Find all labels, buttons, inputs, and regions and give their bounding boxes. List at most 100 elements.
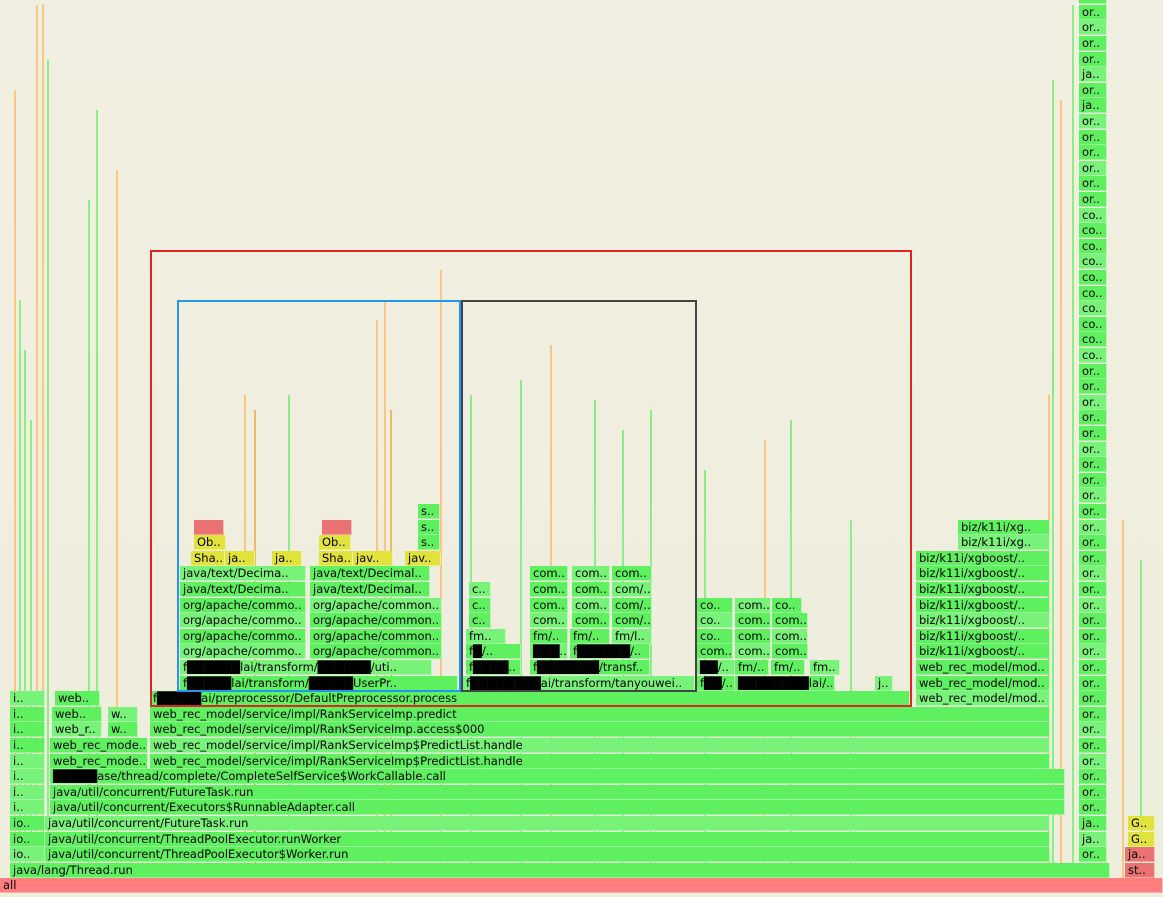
stack-frame[interactable]: or.. bbox=[1079, 754, 1107, 769]
stack-frame[interactable]: or.. bbox=[1079, 5, 1107, 20]
stack-frame[interactable]: f██/.. bbox=[697, 676, 735, 691]
stack-frame[interactable]: biz/k11i/xgboost/.. bbox=[916, 566, 1050, 581]
stack-frame[interactable]: Sha.. bbox=[191, 551, 225, 566]
stack-frame[interactable]: java/lang/Thread.run bbox=[10, 863, 1110, 878]
stack-frame[interactable]: ja.. bbox=[1125, 847, 1155, 862]
stack-frame[interactable]: com.. bbox=[530, 598, 568, 613]
stack-frame[interactable]: or.. bbox=[1079, 52, 1107, 67]
stack-frame[interactable]: java/text/Decima.. bbox=[180, 582, 306, 597]
stack-frame[interactable]: web_rec_mode.. bbox=[50, 738, 148, 753]
stack-frame[interactable]: or.. bbox=[1079, 535, 1107, 550]
stack-frame[interactable]: biz/k11i/xg.. bbox=[958, 535, 1050, 550]
stack-frame[interactable]: ████████lai/.. bbox=[735, 676, 835, 691]
stack-frame[interactable]: biz/k11i/xg.. bbox=[958, 520, 1050, 535]
stack-frame[interactable]: web_rec_model/service/impl/RankServiceIm… bbox=[150, 707, 1050, 722]
stack-frame[interactable]: i.. bbox=[10, 754, 45, 769]
stack-frame[interactable]: web_rec_model/service/impl/RankServiceIm… bbox=[150, 754, 1050, 769]
stack-frame[interactable]: web_rec_model/service/impl/RankServiceIm… bbox=[150, 722, 1050, 737]
stack-frame[interactable]: c.. bbox=[469, 598, 491, 613]
stack-frame[interactable]: f█████ai/preprocessor/DefaultPreprocesso… bbox=[150, 691, 910, 706]
stack-frame[interactable]: i.. bbox=[10, 707, 45, 722]
stack-frame[interactable]: biz/k11i/xgboost/.. bbox=[916, 613, 1050, 628]
stack-frame[interactable]: or.. bbox=[1079, 426, 1107, 441]
stack-frame[interactable]: com.. bbox=[572, 566, 610, 581]
stack-frame[interactable]: fm/.. bbox=[771, 660, 805, 675]
stack-frame[interactable]: org/apache/commo.. bbox=[180, 613, 306, 628]
stack-frame[interactable]: io.. bbox=[10, 832, 45, 847]
stack-frame[interactable]: co.. bbox=[1079, 270, 1107, 285]
stack-frame[interactable]: fm/.. bbox=[735, 660, 769, 675]
stack-frame[interactable]: or.. bbox=[1079, 691, 1107, 706]
stack-frame[interactable]: java/util/concurrent/FutureTask.run bbox=[50, 785, 1065, 800]
stack-frame[interactable]: com.. bbox=[735, 613, 771, 628]
stack-frame[interactable]: or.. bbox=[1079, 551, 1107, 566]
stack-frame[interactable]: or.. bbox=[1079, 660, 1107, 675]
stack-frame[interactable]: ja.. bbox=[225, 551, 255, 566]
stack-frame[interactable]: or.. bbox=[1079, 488, 1107, 503]
stack-frame[interactable]: io.. bbox=[10, 847, 45, 862]
stack-frame[interactable]: or.. bbox=[1079, 161, 1107, 176]
stack-frame[interactable]: java/util/concurrent/FutureTask.run bbox=[45, 816, 1050, 831]
stack-frame[interactable]: org/apache/commo.. bbox=[180, 644, 306, 659]
stack-frame[interactable]: ja.. bbox=[1079, 67, 1107, 82]
stack-frame[interactable]: or.. bbox=[1079, 707, 1107, 722]
stack-frame[interactable]: com.. bbox=[735, 644, 771, 659]
stack-frame[interactable]: c.. bbox=[469, 613, 491, 628]
stack-frame[interactable]: web_r.. bbox=[52, 722, 102, 737]
stack-frame[interactable]: or.. bbox=[1079, 364, 1107, 379]
stack-frame[interactable]: █████ase/thread/complete/CompleteSelfSer… bbox=[50, 769, 1065, 784]
stack-frame[interactable]: or.. bbox=[1079, 410, 1107, 425]
stack-frame[interactable]: web_rec_model/mod.. bbox=[916, 660, 1050, 675]
stack-frame[interactable]: or.. bbox=[1079, 20, 1107, 35]
stack-frame[interactable]: or.. bbox=[1079, 192, 1107, 207]
stack-frame[interactable]: or.. bbox=[1079, 738, 1107, 753]
stack-frame[interactable]: web.. bbox=[52, 707, 102, 722]
stack-frame[interactable]: fm/.. bbox=[530, 629, 568, 644]
stack-frame[interactable]: com/.. bbox=[612, 598, 652, 613]
stack-frame[interactable] bbox=[322, 520, 352, 535]
stack-frame[interactable]: or.. bbox=[1079, 130, 1107, 145]
stack-frame[interactable]: f█████lai/transform/█████UserPr.. bbox=[180, 676, 458, 691]
stack-frame[interactable]: com.. bbox=[735, 598, 771, 613]
stack-frame[interactable]: co.. bbox=[1079, 301, 1107, 316]
stack-frame[interactable]: co.. bbox=[1079, 208, 1107, 223]
stack-frame[interactable]: i.. bbox=[10, 800, 45, 815]
stack-frame[interactable]: co.. bbox=[1079, 254, 1107, 269]
stack-frame[interactable]: f███████/transf.. bbox=[530, 660, 650, 675]
stack-frame[interactable]: co.. bbox=[1079, 223, 1107, 238]
stack-frame[interactable]: biz/k11i/xgboost/.. bbox=[916, 551, 1050, 566]
stack-frame[interactable]: i.. bbox=[10, 738, 45, 753]
stack-frame[interactable]: org/apache/common.. bbox=[310, 613, 442, 628]
stack-frame[interactable]: Ob.. bbox=[319, 535, 351, 550]
stack-frame[interactable]: co.. bbox=[1079, 332, 1107, 347]
stack-frame[interactable]: f██████/.. bbox=[570, 644, 650, 659]
stack-frame[interactable]: j.. bbox=[875, 676, 893, 691]
stack-frame[interactable]: co.. bbox=[697, 613, 733, 628]
stack-frame[interactable]: or.. bbox=[1079, 800, 1107, 815]
stack-frame[interactable]: ███.. bbox=[530, 644, 568, 659]
stack-frame[interactable]: G.. bbox=[1128, 816, 1155, 831]
stack-frame[interactable]: ja.. bbox=[1079, 832, 1107, 847]
stack-frame[interactable]: f██████lai/transform/██████/uti.. bbox=[180, 660, 432, 675]
stack-frame[interactable]: java/text/Decima.. bbox=[180, 566, 306, 581]
stack-frame[interactable]: f████.. bbox=[466, 660, 521, 675]
stack-frame[interactable]: G.. bbox=[1128, 832, 1155, 847]
stack-frame[interactable]: st.. bbox=[1125, 863, 1155, 878]
stack-frame[interactable]: or.. bbox=[1079, 176, 1107, 191]
stack-frame[interactable]: com.. bbox=[572, 613, 610, 628]
stack-frame[interactable]: java/util/concurrent/ThreadPoolExecutor.… bbox=[45, 832, 1050, 847]
stack-frame[interactable]: or.. bbox=[1079, 114, 1107, 129]
stack-frame[interactable]: com.. bbox=[572, 582, 610, 597]
stack-frame[interactable]: web_rec_model/mod.. bbox=[916, 691, 1050, 706]
stack-frame[interactable]: or.. bbox=[1079, 676, 1107, 691]
stack-frame[interactable]: com/.. bbox=[612, 613, 652, 628]
stack-frame[interactable]: biz/k11i/xgboost/.. bbox=[916, 598, 1050, 613]
stack-frame[interactable]: biz/k11i/xgboost/.. bbox=[916, 644, 1050, 659]
stack-frame[interactable]: com.. bbox=[697, 644, 733, 659]
stack-frame[interactable]: or.. bbox=[1079, 847, 1107, 862]
stack-frame[interactable]: com.. bbox=[530, 613, 568, 628]
stack-frame[interactable]: i.. bbox=[10, 785, 45, 800]
stack-frame[interactable]: or.. bbox=[1079, 145, 1107, 160]
stack-frame[interactable]: or.. bbox=[1079, 629, 1107, 644]
stack-frame[interactable]: or.. bbox=[1079, 566, 1107, 581]
